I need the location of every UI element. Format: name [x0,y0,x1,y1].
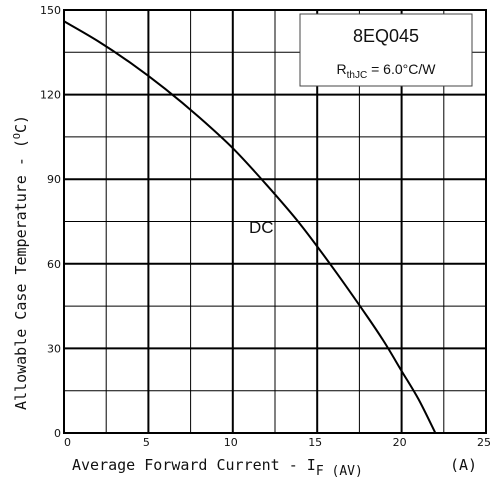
y-tick-label: 30 [47,342,61,355]
y-axis-label-main: Allowable Case Temperature - ( [12,139,30,410]
x-tick-label: 25 [477,436,490,449]
y-tick-label: 90 [47,173,61,186]
x-tick-label: 5 [143,436,150,449]
y-axis-label-end: C) [12,115,30,133]
y-tick-label: 150 [40,4,61,17]
y-tick-label: 120 [40,89,61,102]
y-tick-label: 60 [47,258,61,271]
legend-rth-value: = 6.0°C/W [367,61,436,77]
x-tick-label: 20 [393,436,407,449]
y-tick-labels: 0 30 60 90 120 150 [40,4,61,440]
x-axis-label-sub: F (AV) [316,464,363,479]
y-axis-label: Allowable Case Temperature - (OC) [12,115,30,410]
plot-frame [63,9,487,434]
legend-rth-subscript: thJC [347,70,368,81]
x-axis-label: Average Forward Current - IF (AV) [72,456,363,479]
x-tick-label: 10 [224,436,238,449]
legend-part-number: 8EQ045 [353,26,419,46]
series-label-dc: DC [249,218,274,237]
legend-box [299,13,473,87]
legend-rthjc: RthJC = 6.0°C/W [337,61,437,81]
y-tick-label: 0 [54,427,61,440]
dc-series-line [63,20,437,434]
x-axis-label-main: Average Forward Current - I [72,456,316,474]
x-axis-unit: (A) [450,456,477,474]
y-axis-label-sup: O [12,133,23,139]
legend-rth-prefix: R [337,61,347,77]
x-tick-label: 0 [64,436,71,449]
x-tick-label: 15 [308,436,322,449]
x-tick-labels: 0 5 10 15 20 25 [64,436,490,449]
